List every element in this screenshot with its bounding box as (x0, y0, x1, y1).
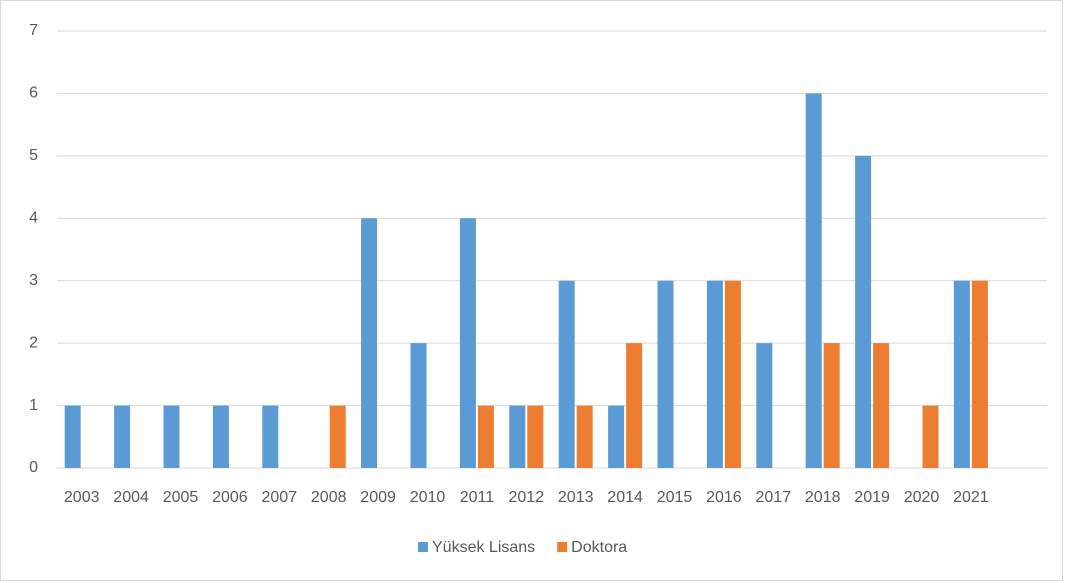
x-tick-label: 2021 (953, 489, 989, 506)
bar (873, 343, 890, 468)
x-tick-label: 2003 (64, 489, 100, 506)
bar (558, 280, 575, 468)
y-tick-label: 5 (29, 147, 38, 164)
bar (329, 405, 346, 468)
bar (262, 405, 279, 468)
x-tick-label: 2004 (113, 489, 149, 506)
bar (922, 405, 939, 468)
y-tick-label: 6 (29, 85, 38, 102)
y-tick-label: 1 (29, 397, 38, 414)
bar (971, 280, 988, 468)
x-tick-label: 2009 (360, 489, 396, 506)
y-tick-label: 4 (29, 210, 38, 227)
bar (657, 280, 674, 468)
x-tick-label: 2008 (311, 489, 347, 506)
bar (706, 280, 723, 468)
bar (64, 405, 81, 468)
x-tick-label: 2017 (756, 489, 792, 506)
x-tick-label: 2005 (163, 489, 199, 506)
legend-swatch (557, 542, 568, 552)
x-tick-label: 2010 (410, 489, 446, 506)
y-tick-label: 0 (29, 459, 38, 476)
bar (855, 155, 872, 468)
x-tick-label: 2006 (212, 489, 248, 506)
bar (361, 218, 378, 468)
legend-label: Yüksek Lisans (432, 539, 535, 556)
bar (576, 405, 593, 468)
bar (114, 405, 131, 468)
y-tick-label: 3 (29, 272, 38, 289)
x-tick-label: 2014 (607, 489, 643, 506)
bar (805, 93, 822, 468)
x-tick-label: 2020 (904, 489, 940, 506)
bar (756, 343, 773, 468)
y-tick-label: 7 (29, 22, 38, 39)
x-tick-label: 2016 (706, 489, 742, 506)
legend-label: Doktora (571, 539, 627, 556)
bar (410, 343, 427, 468)
bar (823, 343, 840, 468)
bar (608, 405, 625, 468)
bar (953, 280, 970, 468)
bar (724, 280, 741, 468)
bar (626, 343, 643, 468)
x-tick-label: 2012 (509, 489, 545, 506)
bar (477, 405, 494, 468)
x-tick-label: 2013 (558, 489, 594, 506)
bar (509, 405, 526, 468)
x-tick-label: 2018 (805, 489, 841, 506)
x-tick-label: 2015 (657, 489, 693, 506)
y-tick-label: 2 (29, 334, 38, 351)
x-tick-label: 2019 (854, 489, 890, 506)
x-tick-label: 2011 (460, 489, 495, 506)
legend-swatch (418, 542, 428, 552)
x-tick-label: 2007 (262, 489, 298, 506)
bar (459, 218, 476, 468)
bar (163, 405, 180, 468)
bar (527, 405, 544, 468)
bar (212, 405, 229, 468)
